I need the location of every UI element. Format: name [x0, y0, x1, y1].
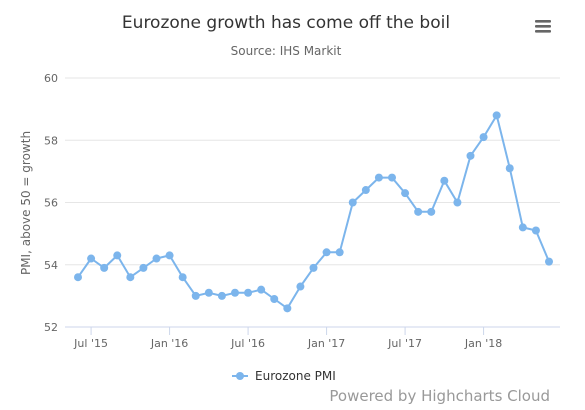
x-axis: Jul '15 Jan '16 Jul '16 Jan '17 Jul '17 Jan '… [73, 327, 502, 350]
data-point[interactable] [113, 251, 122, 260]
legend[interactable]: Eurozone PMI [232, 369, 336, 383]
x-tick-label: Jan '18 [464, 337, 502, 350]
y-tick-label: 56 [44, 197, 58, 210]
y-axis-title: PMI, above 50 = growth [19, 131, 33, 275]
data-point[interactable] [126, 273, 135, 282]
data-point[interactable] [531, 226, 540, 235]
data-point[interactable] [191, 291, 200, 300]
data-point[interactable] [74, 273, 82, 282]
data-point[interactable] [283, 304, 292, 313]
grid-lines [65, 77, 560, 328]
y-tick-label: 54 [44, 259, 58, 272]
data-point[interactable] [244, 288, 253, 297]
data-point[interactable] [139, 263, 148, 272]
x-tick-label: Jan '16 [150, 337, 188, 350]
y-tick-label: 60 [44, 72, 58, 85]
data-point[interactable] [545, 257, 553, 266]
data-point[interactable] [453, 198, 462, 207]
data-point[interactable] [466, 151, 475, 160]
y-axis: 52 54 56 58 60 [44, 72, 58, 334]
menu-button[interactable] [531, 14, 555, 36]
data-point[interactable] [427, 207, 436, 216]
x-tick-label: Jul '16 [230, 337, 265, 350]
data-point[interactable] [505, 164, 514, 173]
data-point[interactable] [492, 111, 501, 120]
x-tick-label: Jan '17 [307, 337, 345, 350]
data-point[interactable] [348, 198, 357, 207]
data-point[interactable] [518, 223, 527, 232]
y-tick-label: 52 [44, 321, 58, 334]
data-point[interactable] [401, 189, 410, 198]
legend-marker [236, 372, 244, 380]
y-tick-label: 58 [44, 134, 58, 147]
data-point[interactable] [374, 173, 383, 182]
data-point[interactable] [100, 263, 109, 272]
data-point[interactable] [388, 173, 396, 182]
data-point[interactable] [322, 248, 331, 257]
data-point[interactable] [440, 176, 449, 185]
data-point[interactable] [296, 282, 305, 291]
x-tick-label: Jul '17 [387, 337, 422, 350]
data-point[interactable] [479, 133, 488, 142]
legend-item-label: Eurozone PMI [255, 369, 336, 383]
menu-icon [535, 20, 551, 33]
data-point[interactable] [165, 251, 174, 260]
credits-link[interactable]: Powered by Highcharts Cloud [329, 387, 550, 405]
data-point[interactable] [270, 294, 279, 303]
data-point[interactable] [257, 285, 266, 294]
data-point[interactable] [152, 254, 161, 263]
series-eurozone-pmi [74, 111, 553, 313]
data-point[interactable] [204, 288, 213, 297]
chart-subtitle: Source: IHS Markit [231, 44, 342, 58]
x-tick-label: Jul '15 [73, 337, 108, 350]
data-point[interactable] [309, 263, 318, 272]
data-point[interactable] [231, 288, 239, 297]
series-line [77, 114, 550, 310]
data-point[interactable] [335, 248, 344, 257]
data-point[interactable] [178, 273, 187, 282]
data-point[interactable] [414, 207, 423, 216]
data-point[interactable] [361, 186, 370, 195]
chart-title: Eurozone growth has come off the boil [122, 13, 450, 33]
data-point[interactable] [217, 291, 226, 300]
data-point[interactable] [87, 254, 96, 263]
